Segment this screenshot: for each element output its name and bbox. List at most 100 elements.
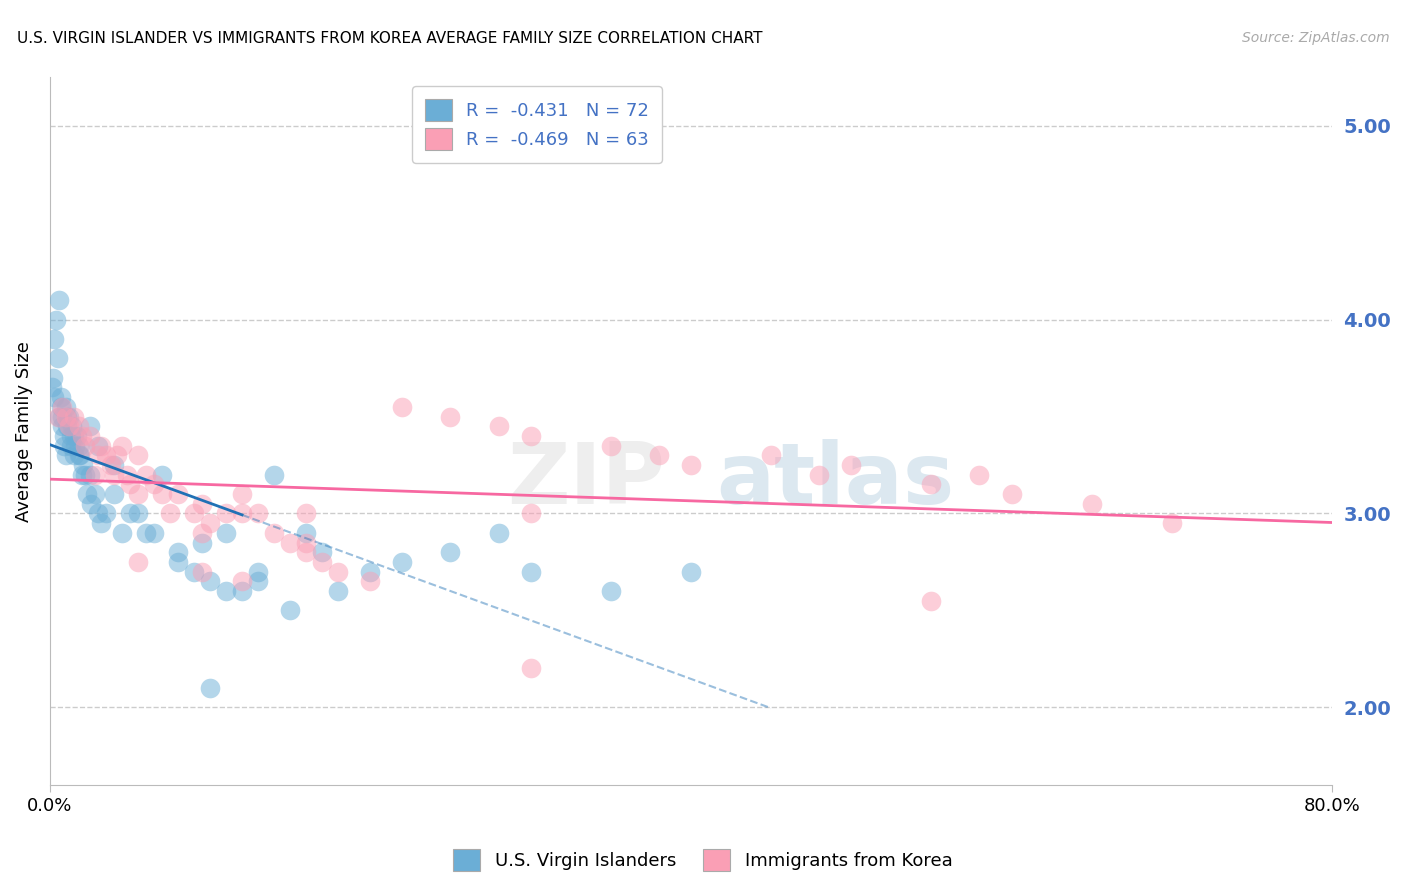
Text: atlas: atlas xyxy=(717,439,955,522)
Point xyxy=(247,565,270,579)
Point xyxy=(648,448,671,462)
Point xyxy=(62,409,84,424)
Point xyxy=(278,603,301,617)
Point xyxy=(80,497,103,511)
Point xyxy=(56,419,79,434)
Point xyxy=(142,477,165,491)
Point xyxy=(519,507,541,521)
Point xyxy=(103,487,125,501)
Text: ZIP: ZIP xyxy=(508,439,665,522)
Point xyxy=(79,467,101,482)
Point xyxy=(127,507,149,521)
Point xyxy=(127,448,149,462)
Point xyxy=(488,419,510,434)
Point xyxy=(58,419,80,434)
Point xyxy=(263,467,285,482)
Point xyxy=(191,565,214,579)
Legend: R =  -0.431   N = 72, R =  -0.469   N = 63: R = -0.431 N = 72, R = -0.469 N = 63 xyxy=(412,87,662,163)
Point xyxy=(46,409,69,424)
Point xyxy=(191,525,214,540)
Point xyxy=(247,574,270,589)
Point xyxy=(167,487,190,501)
Point xyxy=(60,419,83,434)
Point xyxy=(391,555,413,569)
Point xyxy=(73,467,96,482)
Point xyxy=(118,477,141,491)
Point xyxy=(87,448,110,462)
Point xyxy=(111,439,134,453)
Point xyxy=(87,439,110,453)
Point xyxy=(105,448,128,462)
Point xyxy=(519,661,541,675)
Point xyxy=(198,574,221,589)
Point xyxy=(76,487,98,501)
Point xyxy=(48,409,70,424)
Point xyxy=(167,555,190,569)
Point xyxy=(135,467,157,482)
Point xyxy=(135,525,157,540)
Point xyxy=(53,439,76,453)
Point xyxy=(59,429,82,443)
Point xyxy=(87,507,110,521)
Point xyxy=(42,371,65,385)
Point xyxy=(73,439,96,453)
Point xyxy=(127,555,149,569)
Point xyxy=(51,400,73,414)
Point xyxy=(83,467,105,482)
Point xyxy=(311,555,333,569)
Point xyxy=(51,419,73,434)
Point xyxy=(127,487,149,501)
Point xyxy=(599,439,621,453)
Point xyxy=(70,467,93,482)
Point xyxy=(808,467,831,482)
Point xyxy=(839,458,862,472)
Point xyxy=(1080,497,1102,511)
Point xyxy=(67,448,90,462)
Point xyxy=(328,565,350,579)
Point xyxy=(94,448,117,462)
Point xyxy=(100,458,122,472)
Point xyxy=(1000,487,1022,501)
Point xyxy=(159,507,181,521)
Point xyxy=(263,525,285,540)
Point xyxy=(391,400,413,414)
Point xyxy=(62,429,84,443)
Point xyxy=(69,448,91,462)
Point xyxy=(295,525,318,540)
Point xyxy=(42,390,65,404)
Point xyxy=(48,293,70,308)
Point xyxy=(359,574,381,589)
Point xyxy=(142,525,165,540)
Point xyxy=(55,448,77,462)
Point xyxy=(103,458,125,472)
Point xyxy=(51,409,73,424)
Point xyxy=(67,439,90,453)
Point xyxy=(183,565,205,579)
Point xyxy=(439,409,461,424)
Point xyxy=(90,516,112,530)
Point xyxy=(79,429,101,443)
Point xyxy=(198,681,221,695)
Point xyxy=(519,429,541,443)
Point xyxy=(231,574,253,589)
Point xyxy=(70,429,93,443)
Point xyxy=(920,477,942,491)
Point xyxy=(198,516,221,530)
Point xyxy=(66,429,89,443)
Point xyxy=(65,439,87,453)
Text: Source: ZipAtlas.com: Source: ZipAtlas.com xyxy=(1241,31,1389,45)
Point xyxy=(41,380,63,394)
Point xyxy=(231,487,253,501)
Point xyxy=(920,593,942,607)
Point xyxy=(67,419,90,434)
Point xyxy=(103,467,125,482)
Point xyxy=(49,390,72,404)
Point xyxy=(759,448,782,462)
Text: U.S. VIRGIN ISLANDER VS IMMIGRANTS FROM KOREA AVERAGE FAMILY SIZE CORRELATION CH: U.S. VIRGIN ISLANDER VS IMMIGRANTS FROM … xyxy=(17,31,762,46)
Point xyxy=(679,458,702,472)
Point xyxy=(58,409,80,424)
Point xyxy=(231,584,253,599)
Point xyxy=(679,565,702,579)
Point xyxy=(215,584,238,599)
Point xyxy=(519,565,541,579)
